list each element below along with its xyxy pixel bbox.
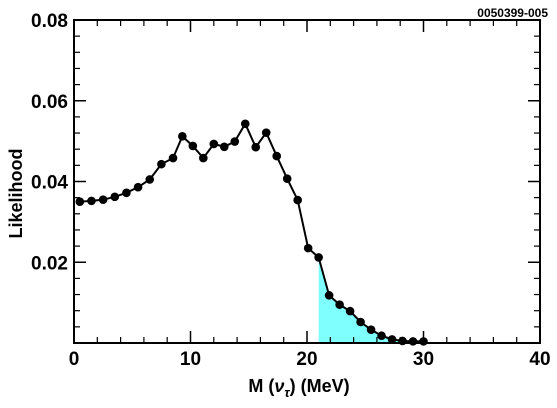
x-axis-label-subscript: τ — [284, 385, 290, 400]
x-axis-label-symbol: ν — [274, 376, 284, 396]
x-tick-label: 10 — [180, 349, 201, 370]
x-tick-label: 40 — [529, 349, 550, 370]
data-point — [303, 243, 313, 253]
data-point — [178, 131, 187, 141]
data-point — [75, 197, 85, 206]
y-tick-label: 0.04 — [31, 173, 68, 194]
data-point — [168, 153, 178, 163]
x-axis-label-prefix: M ( — [248, 376, 274, 396]
data-point — [122, 188, 131, 198]
data-point — [335, 300, 344, 309]
data-point — [314, 253, 323, 262]
likelihood-curve — [79, 121, 424, 343]
data-point — [230, 137, 240, 146]
data-point — [188, 141, 198, 151]
x-axis-label: M (ντ) (MeV) — [248, 376, 349, 400]
y-axis-label: Likelihood — [6, 149, 26, 239]
data-point — [408, 337, 418, 346]
data-point — [87, 196, 96, 206]
x-axis-label-suffix: ) (MeV) — [290, 376, 350, 396]
shaded-tail-region — [318, 257, 441, 343]
data-point — [356, 317, 365, 327]
data-point — [145, 175, 155, 184]
y-tick-label: 0.08 — [31, 11, 68, 32]
data-point — [110, 192, 120, 202]
data-point — [240, 119, 250, 129]
x-tick-label: 0 — [69, 349, 80, 370]
plot-frame — [73, 19, 541, 344]
data-point — [366, 325, 376, 334]
data-point — [387, 335, 397, 344]
data-point — [282, 174, 292, 183]
data-point — [377, 331, 386, 341]
plot-area — [75, 119, 441, 346]
data-point — [251, 142, 261, 152]
x-tick-label: 20 — [296, 349, 317, 370]
data-point — [157, 159, 166, 169]
x-tick-label: 30 — [413, 349, 434, 370]
data-point — [293, 195, 302, 205]
data-point — [272, 151, 282, 161]
data-point — [219, 142, 229, 152]
data-point — [209, 139, 219, 149]
data-point — [199, 153, 208, 163]
data-point — [98, 195, 108, 204]
data-point — [261, 128, 271, 137]
axis-ticks: 0 10 20 30 40 0.02 0.04 0.06 0.08 — [31, 11, 551, 370]
data-point — [324, 291, 334, 300]
figure-id: 0050399-005 — [477, 6, 548, 20]
data-point — [133, 182, 143, 192]
data-point — [345, 306, 355, 316]
y-tick-label: 0.06 — [31, 92, 68, 113]
y-tick-label: 0.02 — [31, 253, 68, 274]
